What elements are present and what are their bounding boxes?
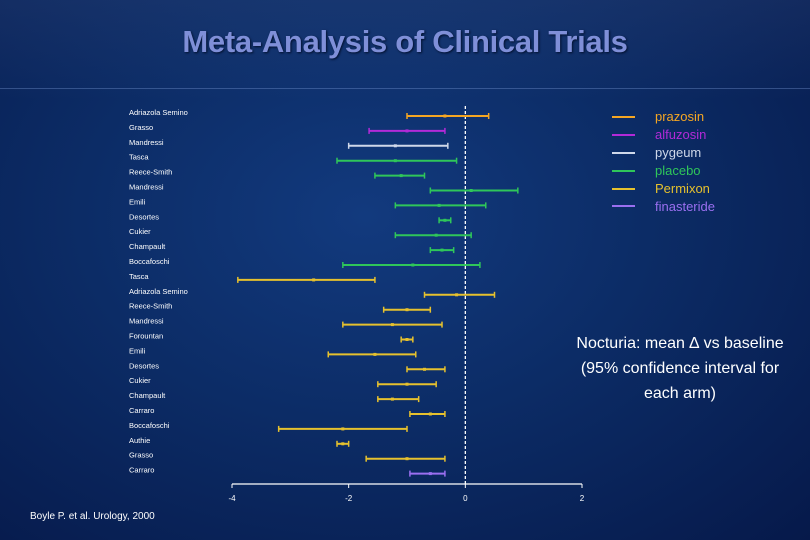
legend-item-placebo: placebo bbox=[612, 162, 715, 180]
study-label: Grasso bbox=[129, 451, 153, 460]
study-label: Mandressi bbox=[129, 138, 164, 147]
x-tick-label: 2 bbox=[580, 494, 585, 503]
study-label: Tasca bbox=[129, 153, 149, 162]
study-label: Emili bbox=[129, 346, 146, 355]
mean-marker bbox=[443, 218, 447, 222]
study-label: Mandressi bbox=[129, 183, 164, 192]
study-label: Boccafoschi bbox=[129, 257, 170, 266]
mean-marker bbox=[443, 114, 447, 118]
study-label: Emili bbox=[129, 197, 146, 206]
study-label: Adriazola Semino bbox=[129, 287, 188, 296]
mean-marker bbox=[455, 293, 459, 297]
study-label: Adriazola Semino bbox=[129, 108, 188, 117]
mean-marker bbox=[411, 263, 415, 267]
annotation-line: (95% confidence interval for bbox=[580, 360, 780, 377]
study-label: Tasca bbox=[129, 272, 149, 281]
study-label: Cukier bbox=[129, 227, 151, 236]
legend-label: alfuzosin bbox=[655, 126, 707, 142]
mean-marker bbox=[405, 338, 409, 341]
legend-label: prazosin bbox=[655, 109, 705, 124]
study-label: Reece-Smith bbox=[129, 302, 172, 311]
legend-swatch bbox=[612, 115, 635, 118]
study-label: Boccafoschi bbox=[129, 421, 170, 430]
study-label: Carraro bbox=[129, 406, 154, 415]
legend-item-alfuzosin: alfuzosin bbox=[612, 126, 715, 144]
study-label: Desortes bbox=[129, 361, 159, 370]
title-glow bbox=[0, 0, 810, 100]
mean-marker bbox=[469, 189, 473, 192]
mean-marker bbox=[405, 457, 409, 461]
legend-swatch bbox=[612, 205, 635, 208]
mean-marker bbox=[393, 144, 397, 148]
annotation-line: Nocturia: mean ∆ vs baseline bbox=[576, 335, 784, 352]
citation: Boyle P. et al. Urology, 2000 bbox=[30, 511, 155, 522]
x-tick-label: 0 bbox=[463, 494, 468, 503]
x-tick-label: -4 bbox=[228, 494, 236, 503]
title-divider bbox=[0, 88, 810, 89]
mean-marker bbox=[434, 233, 438, 237]
mean-marker bbox=[341, 442, 345, 446]
study-label: Champault bbox=[129, 242, 166, 251]
study-label: Mandressi bbox=[129, 317, 164, 326]
mean-marker bbox=[405, 129, 409, 133]
study-label: Forountan bbox=[129, 332, 163, 341]
mean-marker bbox=[440, 248, 444, 252]
nocturia-annotation: Nocturia: mean ∆ vs baseline (95% confide… bbox=[552, 331, 808, 406]
legend-swatch bbox=[612, 133, 635, 136]
legend-label: finasteride bbox=[655, 198, 715, 214]
legend-label: pygeum bbox=[655, 144, 702, 160]
legend-swatch bbox=[612, 169, 635, 172]
legend: prazosin alfuzosin pygeum placebo Permixon fi… bbox=[612, 108, 715, 215]
legend-swatch bbox=[612, 187, 635, 190]
annotation-line: each arm) bbox=[643, 385, 717, 402]
mean-marker bbox=[405, 308, 409, 312]
study-label: Reece-Smith bbox=[129, 168, 172, 177]
legend-item-permixon: Permixon bbox=[612, 180, 715, 198]
mean-marker bbox=[437, 203, 441, 207]
legend-label: placebo bbox=[655, 162, 701, 178]
study-label: Authie bbox=[129, 436, 150, 445]
study-label: Desortes bbox=[129, 212, 159, 221]
study-label: Cukier bbox=[129, 376, 151, 385]
study-label: Grasso bbox=[129, 123, 153, 132]
legend-label: Permixon bbox=[655, 180, 710, 196]
study-label: Champault bbox=[129, 391, 166, 400]
legend-item-pygeum: pygeum bbox=[612, 144, 715, 162]
legend-item-finasteride: finasteride bbox=[612, 198, 715, 216]
mean-marker bbox=[373, 352, 377, 356]
x-tick-label: -2 bbox=[345, 494, 353, 503]
study-label: Carraro bbox=[129, 466, 154, 475]
slide-title: Meta-Analysis of Clinical Trials bbox=[182, 24, 628, 59]
mean-marker bbox=[399, 174, 403, 178]
mean-marker bbox=[341, 427, 345, 431]
mean-marker bbox=[405, 382, 409, 386]
legend-item-prazosin: prazosin bbox=[612, 108, 715, 126]
mean-marker bbox=[390, 323, 394, 327]
mean-marker bbox=[390, 397, 394, 401]
mean-marker bbox=[312, 278, 316, 282]
mean-marker bbox=[393, 159, 397, 163]
legend-swatch bbox=[612, 151, 635, 154]
mean-marker bbox=[428, 472, 432, 476]
mean-marker bbox=[423, 367, 426, 371]
mean-marker bbox=[428, 412, 432, 416]
